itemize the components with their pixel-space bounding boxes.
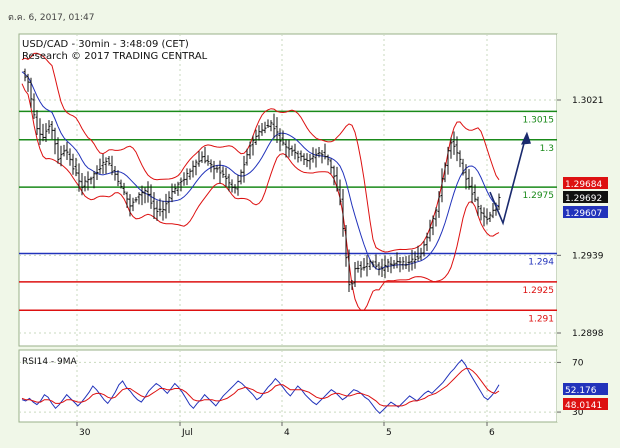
x-tick-label: 30 — [79, 428, 91, 438]
rsi-title: RSI14 - 9MA — [22, 357, 78, 367]
price-tag-label: 1.29692 — [565, 194, 602, 204]
y-tick-label: 1.2939 — [572, 251, 604, 261]
rsi-value-tag-label: 48.0141 — [565, 401, 602, 411]
x-tick-label: 5 — [386, 428, 392, 438]
price-tag — [563, 177, 608, 189]
rsi-value-tag — [563, 398, 608, 410]
indicators-layer — [21, 52, 500, 311]
rsi-ma-line — [21, 368, 500, 407]
forecast-arrow-line — [489, 139, 526, 226]
rsi-value-tag — [563, 383, 608, 395]
rsi-y-tick-label: 70 — [572, 358, 584, 368]
rsi-value-tag-label: 52.176 — [565, 386, 597, 396]
chart-title: USD/CAD - 30min - 3:48:09 (CET) — [22, 39, 189, 50]
x-tick-label: Jul — [181, 428, 193, 438]
forecast-arrow-head — [521, 131, 531, 145]
level-label: 1.2975 — [523, 191, 555, 201]
levels-layer: 1.3015 1.3 1.2975 1.294 1.2925 1.291 — [19, 110, 557, 324]
main-pane — [18, 33, 558, 347]
forecast-arrow-layer — [489, 131, 531, 226]
rsi-pane — [18, 349, 558, 423]
bollinger-upper-line — [21, 52, 500, 253]
y-tick-label: 1.3021 — [572, 96, 604, 106]
rsi-line — [21, 359, 500, 415]
price-tag-label: 1.29684 — [565, 180, 602, 190]
x-tick-label: 6 — [489, 428, 495, 438]
price-bars-layer — [23, 68, 501, 292]
rsi-layer — [21, 359, 500, 415]
y-tick-label: 1.2898 — [572, 329, 604, 339]
bollinger-lower-line — [21, 83, 500, 311]
rsi-y-tick-label: 30 — [572, 408, 584, 418]
level-label: 1.294 — [528, 257, 554, 267]
price-tag-label: 1.29607 — [565, 209, 602, 219]
moving-average-line — [21, 71, 500, 271]
tags-layer: 1.29684 1.29692 1.29607 52.176 48.0141 — [563, 177, 608, 411]
level-label: 1.3015 — [523, 115, 555, 125]
main-axis-area — [557, 34, 619, 346]
level-label: 1.291 — [528, 314, 554, 324]
grid-layer: 30 Jul 4 5 6 1.3021 1.2939 1.2898 70 30 — [19, 34, 604, 438]
level-label: 1.3 — [540, 144, 554, 154]
chart-subtitle: Research © 2017 TRADING CENTRAL — [22, 51, 208, 62]
level-label: 1.2925 — [523, 286, 555, 296]
date-label: ต.ค. 6, 2017, 01:47 — [8, 13, 95, 23]
top-bar: ต.ค. 6, 2017, 01:47 — [0, 0, 620, 30]
price-tag — [563, 206, 608, 218]
x-tick-label: 4 — [284, 428, 290, 438]
price-tag — [563, 191, 608, 203]
